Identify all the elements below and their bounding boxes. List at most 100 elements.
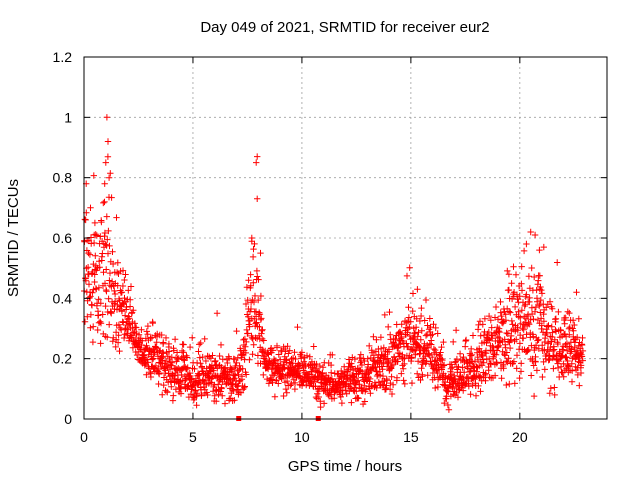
data-point bbox=[532, 303, 540, 311]
data-point bbox=[319, 364, 327, 371]
data-point bbox=[286, 359, 293, 366]
data-point bbox=[102, 302, 109, 310]
data-point bbox=[149, 319, 156, 327]
data-point bbox=[316, 362, 324, 370]
data-point bbox=[252, 334, 259, 341]
data-point bbox=[518, 360, 525, 367]
data-point bbox=[546, 298, 554, 305]
data-point bbox=[531, 273, 538, 281]
data-point bbox=[383, 377, 390, 384]
data-point bbox=[477, 373, 484, 380]
data-point bbox=[253, 159, 260, 166]
data-point bbox=[138, 326, 145, 333]
data-point bbox=[419, 361, 426, 368]
data-point bbox=[247, 271, 254, 278]
data-point bbox=[119, 282, 127, 290]
data-point bbox=[271, 393, 279, 400]
data-point bbox=[277, 370, 284, 377]
data-point bbox=[427, 323, 434, 331]
data-point bbox=[124, 316, 131, 323]
data-point bbox=[257, 292, 265, 300]
data-point bbox=[373, 384, 380, 392]
data-point bbox=[569, 317, 577, 324]
data-point bbox=[462, 336, 470, 344]
data-point bbox=[370, 333, 377, 340]
data-point bbox=[549, 305, 556, 312]
data-point bbox=[89, 289, 96, 296]
data-point bbox=[554, 259, 561, 266]
data-point bbox=[543, 329, 551, 337]
data-point bbox=[90, 172, 97, 179]
data-point bbox=[551, 384, 558, 391]
data-point bbox=[251, 292, 259, 300]
data-point bbox=[393, 374, 401, 381]
data-point bbox=[306, 353, 313, 360]
data-point bbox=[177, 390, 185, 397]
data-point bbox=[488, 324, 495, 331]
data-point bbox=[256, 311, 264, 318]
data-point bbox=[578, 353, 586, 360]
data-point bbox=[144, 331, 151, 338]
data-point bbox=[495, 342, 502, 349]
data-point bbox=[499, 320, 507, 327]
data-point bbox=[449, 384, 456, 392]
data-point bbox=[518, 263, 525, 270]
data-point bbox=[147, 335, 154, 342]
data-point bbox=[109, 248, 116, 255]
data-point bbox=[118, 308, 126, 315]
data-point bbox=[260, 371, 267, 379]
data-point bbox=[193, 402, 200, 409]
data-point bbox=[254, 153, 261, 160]
data-point bbox=[261, 352, 268, 359]
data-point bbox=[178, 383, 185, 391]
data-point bbox=[496, 328, 503, 336]
data-point bbox=[196, 341, 203, 348]
data-point bbox=[487, 360, 495, 367]
data-point bbox=[505, 271, 513, 278]
data-point bbox=[114, 259, 121, 266]
data-point bbox=[380, 381, 387, 388]
data-point bbox=[116, 347, 123, 355]
data-point bbox=[576, 382, 583, 389]
data-point bbox=[202, 357, 210, 365]
data-point bbox=[303, 352, 311, 359]
data-point bbox=[338, 399, 346, 407]
data-point bbox=[197, 360, 204, 367]
data-point bbox=[118, 289, 126, 296]
data-point bbox=[130, 307, 137, 314]
data-point bbox=[512, 271, 520, 278]
data-point bbox=[242, 343, 249, 350]
data-point bbox=[561, 330, 569, 338]
data-point bbox=[227, 376, 234, 384]
data-point bbox=[408, 379, 416, 387]
data-point bbox=[577, 369, 585, 377]
data-point bbox=[510, 358, 518, 365]
data-point bbox=[281, 353, 288, 360]
data-point bbox=[492, 303, 500, 311]
data-point bbox=[256, 309, 263, 316]
data-point bbox=[155, 380, 162, 388]
data-point bbox=[186, 369, 193, 377]
data-point bbox=[291, 349, 298, 356]
data-point bbox=[476, 318, 484, 325]
data-point bbox=[504, 330, 511, 337]
data-point bbox=[104, 334, 111, 341]
data-point bbox=[533, 367, 541, 374]
data-point bbox=[269, 347, 276, 354]
data-point bbox=[467, 352, 474, 359]
data-point bbox=[99, 311, 106, 318]
data-point bbox=[510, 263, 517, 270]
data-point bbox=[523, 291, 530, 298]
data-point bbox=[429, 353, 436, 361]
data-point bbox=[355, 377, 362, 384]
x-tick-label: 15 bbox=[403, 429, 419, 445]
data-point bbox=[497, 298, 504, 306]
data-point bbox=[538, 290, 546, 297]
data-point bbox=[268, 366, 275, 373]
data-point bbox=[521, 319, 529, 326]
data-point bbox=[243, 338, 250, 346]
data-point bbox=[395, 344, 402, 351]
data-point bbox=[105, 227, 112, 235]
data-point bbox=[250, 245, 257, 253]
data-point bbox=[460, 387, 467, 394]
